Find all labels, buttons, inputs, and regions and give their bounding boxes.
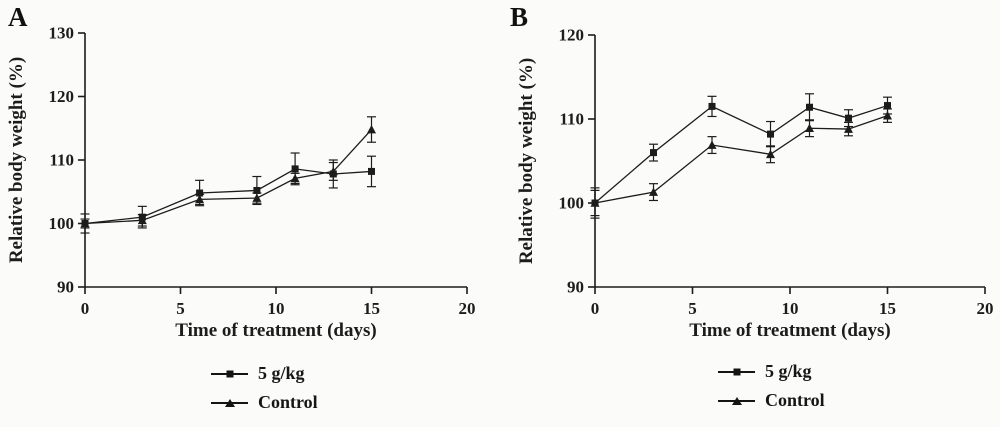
square-marker xyxy=(196,189,204,197)
panel-b-plot: Time of treatment (days) Relative body w… xyxy=(516,26,994,342)
square-marker xyxy=(884,102,891,110)
panel-b-y-axis-title: Relative body weight (%) xyxy=(516,58,537,264)
x-tick-label: 10 xyxy=(268,299,285,318)
legend-item-5gkg: 5 g/kg xyxy=(211,362,318,385)
y-tick-label: 120 xyxy=(49,87,75,106)
panel-a-plot: Time of treatment (days) Relative body w… xyxy=(6,24,476,342)
x-tick-label: 5 xyxy=(688,299,697,318)
legend-label-control: Control xyxy=(258,392,318,412)
square-marker xyxy=(845,114,852,122)
panel-a-legend: 5 g/kg Control xyxy=(211,362,318,414)
triangle-marker xyxy=(137,215,147,225)
triangle-marker xyxy=(590,198,600,207)
y-tick-label: 110 xyxy=(559,110,584,129)
panel-a-y-axis-title: Relative body weight (%) xyxy=(6,57,27,263)
legend-label-5gkg: 5 g/kg xyxy=(765,361,812,381)
triangle-marker xyxy=(290,173,300,183)
square-marker xyxy=(767,130,774,138)
square-marker xyxy=(650,149,657,157)
x-tick-label: 0 xyxy=(81,299,90,318)
square-marker-icon xyxy=(211,370,248,377)
triangle-marker xyxy=(805,123,814,133)
y-tick-label: 100 xyxy=(49,214,75,233)
panel-a: A Time of treatment (days) Relative body… xyxy=(6,2,476,414)
square-marker xyxy=(291,165,299,173)
triangle-marker xyxy=(707,140,717,149)
triangle-marker xyxy=(328,166,338,176)
triangle-marker xyxy=(252,193,262,202)
panel-b: B Time of treatment (days) Relative body… xyxy=(500,0,1000,427)
y-tick-label: 100 xyxy=(559,194,585,213)
square-marker xyxy=(708,102,716,110)
panel-a-letter: A xyxy=(8,2,28,32)
triangle-marker xyxy=(844,124,853,133)
panel-a-x-axis-title: Time of treatment (days) xyxy=(175,320,376,341)
triangle-marker xyxy=(883,111,892,120)
panel-b-x-axis-title: Time of treatment (days) xyxy=(689,320,890,341)
x-tick-label: 20 xyxy=(977,299,994,318)
triangle-marker xyxy=(649,187,658,196)
triangle-marker xyxy=(195,194,205,204)
y-tick-label: 90 xyxy=(567,278,584,297)
y-tick-label: 130 xyxy=(49,24,75,43)
triangle-marker-icon xyxy=(718,396,755,405)
series-line xyxy=(594,115,888,204)
series-line xyxy=(594,104,888,204)
square-marker xyxy=(368,167,375,175)
legend-label-control: Control xyxy=(765,390,825,410)
triangle-marker xyxy=(766,149,775,159)
series-control xyxy=(80,116,376,229)
square-marker xyxy=(806,103,813,111)
triangle-marker xyxy=(367,124,376,134)
y-tick-label: 110 xyxy=(49,151,74,170)
legend-item-control: Control xyxy=(718,389,825,412)
series-5-g-kg xyxy=(590,93,892,217)
x-tick-label: 10 xyxy=(782,299,799,318)
triangle-marker-icon xyxy=(211,398,248,407)
series-control xyxy=(590,108,892,219)
legend-item-5gkg: 5 g/kg xyxy=(718,360,825,383)
x-tick-label: 15 xyxy=(363,299,380,318)
x-tick-label: 0 xyxy=(591,299,600,318)
legend-item-control: Control xyxy=(211,391,318,414)
panel-b-legend: 5 g/kg Control xyxy=(718,360,825,412)
square-marker xyxy=(253,186,261,194)
square-marker-icon xyxy=(718,368,755,375)
x-tick-label: 15 xyxy=(879,299,896,318)
x-tick-label: 5 xyxy=(176,299,185,318)
panel-b-letter: B xyxy=(510,2,529,32)
triangle-marker xyxy=(80,218,90,228)
series-line xyxy=(84,129,372,225)
y-tick-label: 90 xyxy=(57,278,74,297)
x-tick-label: 20 xyxy=(459,299,476,318)
legend-label-5gkg: 5 g/kg xyxy=(258,363,305,383)
series-line xyxy=(84,168,372,225)
y-tick-label: 120 xyxy=(559,26,585,45)
